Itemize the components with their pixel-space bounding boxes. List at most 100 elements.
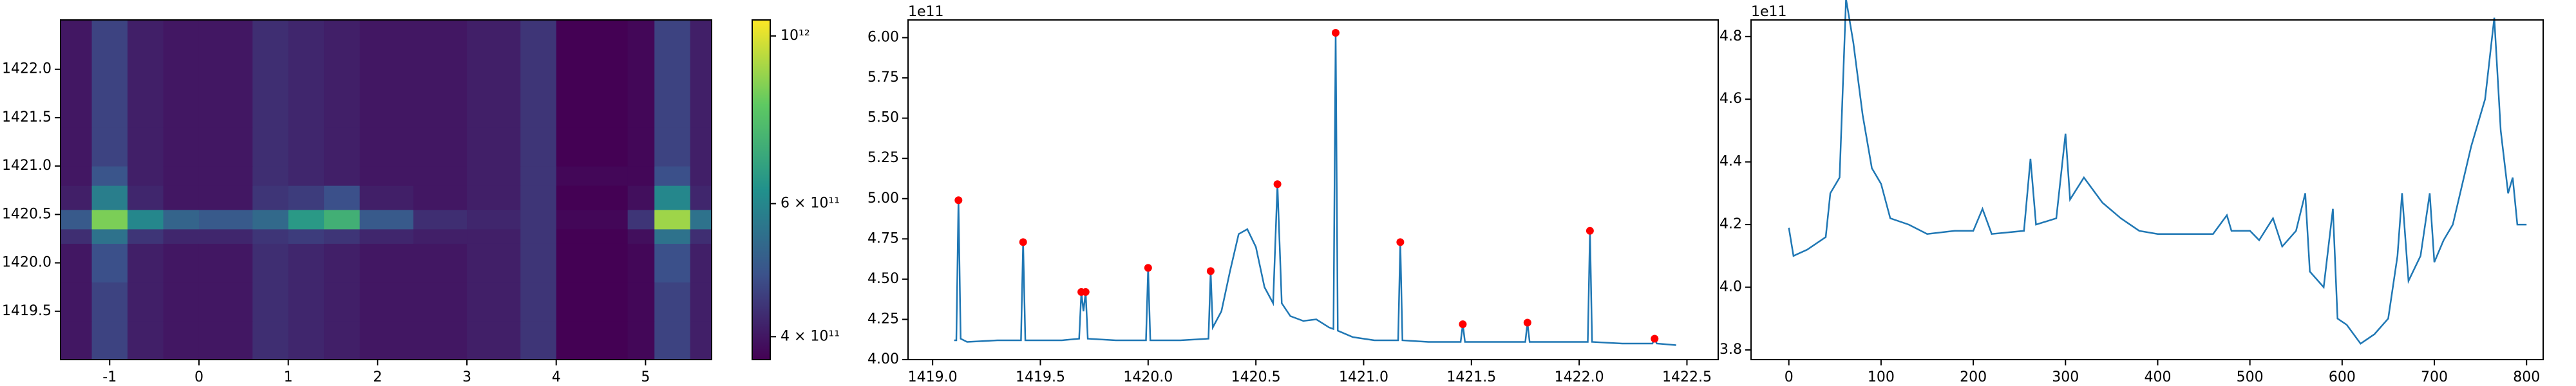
y-tick-label: 4.8 (1719, 28, 1742, 44)
heatmap-cell (413, 88, 468, 128)
x-tick-label: 1421.5 (1446, 369, 1496, 385)
heatmap-cell (359, 228, 414, 244)
heatmap-cell (520, 320, 557, 360)
heatmap-cell (556, 209, 629, 230)
peak-marker (1206, 267, 1215, 275)
heatmap-cell (288, 282, 325, 322)
heatmap-cell (359, 166, 414, 186)
heatmap-cell (91, 228, 128, 244)
heatmap-cell (288, 185, 325, 210)
y-tick-label: 6.00 (867, 30, 899, 46)
heatmap-cell (324, 209, 361, 230)
heatmap-cell (128, 209, 164, 230)
heatmap-cell (91, 20, 128, 89)
heatmap-cell (556, 20, 629, 89)
heatmap-cell (252, 20, 289, 89)
heatmap-cell (163, 127, 200, 167)
heatmap-cell (61, 282, 93, 322)
y-tick-label: 1419.5 (2, 303, 52, 319)
heatmap-cell (654, 20, 691, 89)
heatmap-cell (91, 185, 128, 210)
heatmap-cell (198, 320, 253, 360)
heatmap-cell (556, 243, 629, 283)
heatmap-cell (91, 166, 128, 186)
heatmap-cell (61, 127, 93, 167)
axes-frame (907, 19, 1719, 360)
heatmap-cell (654, 88, 691, 128)
heatmap-cell (520, 20, 557, 89)
heatmap-cell (627, 209, 655, 230)
heatmap-cell (467, 209, 521, 230)
heatmap-cell (520, 243, 557, 283)
peak-marker (1273, 180, 1282, 188)
heatmap-cell (163, 209, 200, 230)
heatmap-cell (163, 185, 200, 210)
heatmap-cell (690, 127, 712, 167)
heatmap-cell (627, 243, 655, 283)
heatmap-cell (61, 20, 93, 89)
y-tick-label: 4.75 (867, 230, 899, 246)
x-tick-label: 400 (2144, 369, 2171, 385)
heatmap-cell (198, 209, 253, 230)
heatmap-cell (690, 185, 712, 210)
y-tick-label: 4.50 (867, 271, 899, 287)
heatmap-cell (556, 185, 629, 210)
heatmap-cell (627, 88, 655, 128)
x-tick-label: 200 (1960, 369, 1987, 385)
heatmap-cell (520, 282, 557, 322)
heatmap-cell (359, 320, 414, 360)
heatmap-cell (690, 166, 712, 186)
heatmap-cell (359, 209, 414, 230)
y-offset-label: 1e11 (1751, 4, 1787, 20)
heatmap-cell (324, 243, 361, 283)
x-tick-label: 1420.0 (1123, 369, 1173, 385)
heatmap-cell (288, 243, 325, 283)
heatmap-cell (163, 282, 200, 322)
heatmap-cell (163, 20, 200, 89)
heatmap-cell (654, 320, 691, 360)
heatmap-cell (324, 127, 361, 167)
x-tick-label: 1419.0 (908, 369, 958, 385)
heatmap-cell (690, 282, 712, 322)
heatmap-cell (252, 209, 289, 230)
heatmap-cell (91, 243, 128, 283)
heatmap-cell (520, 127, 557, 167)
heatmap-cell (556, 228, 629, 244)
heatmap-cell (128, 282, 164, 322)
y-tick-label: 1422.0 (2, 61, 52, 77)
heatmap-cell (520, 209, 557, 230)
y-tick-label: 5.50 (867, 110, 899, 126)
heatmap-cell (252, 166, 289, 186)
heatmap-cell (198, 282, 253, 322)
y-tick-label: 4.4 (1719, 154, 1742, 170)
heatmap-cell (413, 166, 468, 186)
heatmap-cell (61, 88, 93, 128)
heatmap-cell (359, 282, 414, 322)
x-tick-label: 1422.0 (1555, 369, 1604, 385)
heatmap-cell (128, 88, 164, 128)
peak-marker (1586, 226, 1594, 235)
heatmap-cell (198, 127, 253, 167)
heatmap-cell (61, 228, 93, 244)
heatmap-cell (627, 320, 655, 360)
peak-marker (1396, 238, 1405, 246)
heatmap-cell (252, 88, 289, 128)
heatmap-cell (520, 166, 557, 186)
heatmap-cell (556, 282, 629, 322)
y-tick-label: 1421.5 (2, 109, 52, 125)
heatmap-cell (627, 185, 655, 210)
x-tick-label: 100 (1868, 369, 1895, 385)
peak-marker (954, 196, 963, 205)
line (1788, 0, 2527, 345)
heatmap-cell (288, 88, 325, 128)
heatmap-cell (520, 185, 557, 210)
heatmap-cell (654, 228, 691, 244)
peak-marker (1459, 320, 1467, 328)
axes-frame (60, 19, 712, 360)
x-tick-label: 4 (552, 369, 561, 385)
heatmap-cell (467, 228, 521, 244)
heatmap-cell (654, 282, 691, 322)
y-offset-label: 1e11 (908, 4, 944, 20)
heatmap-cell (252, 243, 289, 283)
